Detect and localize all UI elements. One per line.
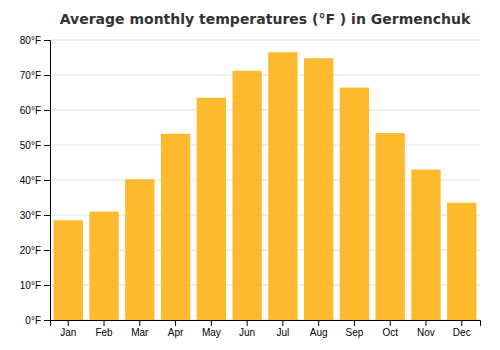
tick: Apr xyxy=(168,320,184,338)
tick-mark xyxy=(282,320,283,326)
bar xyxy=(411,170,440,321)
tick: 60°F xyxy=(20,105,50,116)
bar xyxy=(376,133,405,320)
tick: Aug xyxy=(310,320,328,338)
bar xyxy=(197,98,226,320)
tick-mark xyxy=(44,75,50,76)
tick-mark xyxy=(44,215,50,216)
tick-label: 60°F xyxy=(20,105,41,116)
tick-label: Jul xyxy=(276,327,289,338)
tick-label: 30°F xyxy=(20,210,41,221)
tick-label: Jan xyxy=(60,327,76,338)
tick-label: 20°F xyxy=(20,245,41,256)
tick: Jun xyxy=(239,320,255,338)
tick: Dec xyxy=(453,320,471,338)
tick-mark xyxy=(68,320,69,326)
grid-line xyxy=(50,110,480,111)
tick-label: 10°F xyxy=(20,280,41,291)
title: Average monthly temperatures (°F ) in Ge… xyxy=(60,11,471,27)
grid xyxy=(50,40,480,320)
axis-line xyxy=(51,321,481,327)
tick-label: Aug xyxy=(310,327,328,338)
x-axis: Jan Feb Mar Apr May Jun Jul Aug Sep Oct Nov Dec xyxy=(51,320,481,338)
bar xyxy=(340,88,369,320)
y-axis: 0°F 10°F 20°F 30°F 40°F 50°F 60°F 70°F 80°F xyxy=(20,35,51,326)
tick: Oct xyxy=(382,320,398,338)
tick-label: Sep xyxy=(346,327,364,338)
bar xyxy=(304,58,333,320)
tick-mark xyxy=(44,320,50,321)
tick: Mar xyxy=(131,320,149,338)
bar xyxy=(268,52,297,320)
tick-label: 70°F xyxy=(20,70,41,81)
bar xyxy=(89,212,118,321)
tick: 70°F xyxy=(20,70,50,81)
tick-mark xyxy=(390,320,391,326)
tick: Jan xyxy=(60,320,76,338)
tick: 0°F xyxy=(25,315,50,326)
tick-label: 80°F xyxy=(20,35,41,46)
bar xyxy=(54,220,83,320)
tick-mark xyxy=(247,320,248,326)
tick-label: Mar xyxy=(131,327,149,338)
tick: Feb xyxy=(95,320,113,338)
tick-label: May xyxy=(202,327,221,338)
tick-mark xyxy=(44,250,50,251)
tick-mark xyxy=(461,320,462,326)
tick: 80°F xyxy=(20,35,50,46)
tick-label: Nov xyxy=(417,327,435,338)
tick-mark xyxy=(44,145,50,146)
bar xyxy=(161,134,190,320)
tick-mark xyxy=(354,320,355,326)
tick-mark xyxy=(44,180,50,181)
tick: May xyxy=(202,320,221,338)
grid-line xyxy=(50,75,480,76)
bar xyxy=(447,203,476,320)
bar xyxy=(125,179,154,320)
tick-mark xyxy=(175,320,176,326)
tick-label: 50°F xyxy=(20,140,41,151)
tick-mark xyxy=(44,285,50,286)
grid-line xyxy=(50,40,480,41)
tick-mark xyxy=(425,320,426,326)
plot: 0°F 10°F 20°F 30°F 40°F 50°F 60°F 70°F 80°F Jan Fe… xyxy=(20,35,481,338)
tick-label: Feb xyxy=(95,327,113,338)
tick: 40°F xyxy=(20,175,50,186)
tick-label: Oct xyxy=(382,327,398,338)
grid-line xyxy=(50,145,480,146)
tick: Sep xyxy=(346,320,364,338)
tick: Nov xyxy=(417,320,435,338)
tick-label: Jun xyxy=(239,327,255,338)
tick-mark xyxy=(44,110,50,111)
tick-mark xyxy=(318,320,319,326)
tick: 30°F xyxy=(20,210,50,221)
tick: 50°F xyxy=(20,140,50,151)
tick-label: 40°F xyxy=(20,175,41,186)
tick-mark xyxy=(211,320,212,326)
axis-line xyxy=(44,41,51,321)
tick: 20°F xyxy=(20,245,50,256)
tick-mark xyxy=(44,40,50,41)
bars xyxy=(54,52,477,320)
tick-label: 0°F xyxy=(25,315,41,326)
tick: 10°F xyxy=(20,280,50,291)
tick-mark xyxy=(104,320,105,326)
tick-label: Dec xyxy=(453,327,471,338)
tick: Jul xyxy=(276,320,289,338)
tick-mark xyxy=(139,320,140,326)
chart: 0°F 10°F 20°F 30°F 40°F 50°F 60°F 70°F 80°F Jan Fe… xyxy=(0,0,500,350)
bar xyxy=(232,71,261,320)
tick-label: Apr xyxy=(168,327,184,338)
